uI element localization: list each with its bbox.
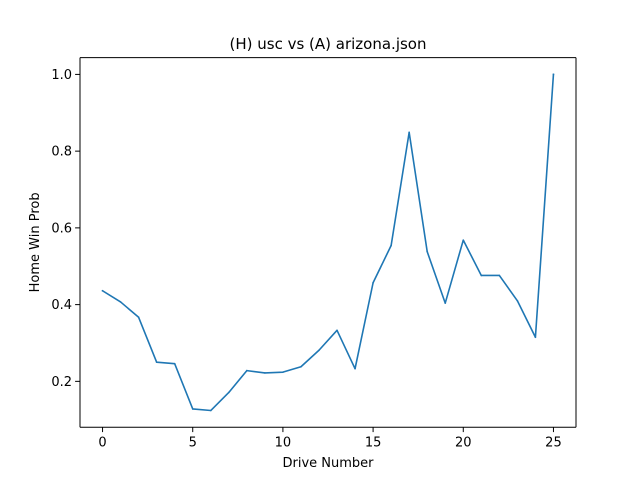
plot-area: [80, 57, 576, 428]
data-point: [137, 316, 140, 319]
y-tick-label: 0.6: [51, 221, 72, 236]
data-point: [408, 131, 410, 134]
y-tick-label: 1.0: [51, 68, 72, 83]
y-tick-label: 0.2: [51, 375, 72, 390]
data-point: [444, 302, 447, 304]
data-point: [282, 371, 284, 373]
y-axis-label: Home Win Prob: [28, 192, 43, 292]
series-line: [101, 73, 555, 412]
y-tick-label: 0.8: [51, 145, 72, 160]
x-tick-label: 0: [98, 436, 106, 451]
data-point: [155, 361, 158, 363]
data-point: [318, 349, 320, 352]
data-point: [173, 362, 176, 365]
x-axis-ticks: 0 5 10 15 20 25: [98, 427, 562, 451]
data-point: [516, 299, 519, 302]
x-tick-label: 10: [275, 436, 292, 451]
data-point: [462, 239, 465, 241]
data-point: [228, 391, 230, 394]
data-point: [101, 290, 104, 292]
x-tick-label: 5: [189, 436, 197, 451]
data-point: [264, 372, 266, 374]
x-tick-label: 20: [455, 436, 472, 451]
data-point: [336, 329, 338, 332]
data-point: [426, 250, 429, 253]
x-tick-label: 15: [365, 436, 382, 451]
data-point: [534, 336, 537, 339]
data-point: [498, 274, 501, 277]
data-point: [390, 244, 392, 247]
data-point: [354, 367, 356, 370]
data-point: [246, 369, 248, 372]
data-point: [209, 409, 212, 412]
data-point: [552, 73, 555, 76]
data-point: [480, 274, 483, 277]
chart-title: (H) usc vs (A) arizona.json: [230, 35, 427, 53]
data-point: [372, 281, 374, 284]
data-point: [119, 301, 122, 303]
data-point: [191, 408, 194, 410]
x-axis-label: Drive Number: [282, 456, 374, 471]
data-point: [300, 365, 302, 368]
series-layer: [101, 73, 555, 412]
y-axis-ticks: 0.2 0.4 0.6 0.8 1.0: [51, 68, 80, 390]
x-tick-label: 25: [545, 436, 562, 451]
y-tick-label: 0.4: [51, 298, 72, 313]
